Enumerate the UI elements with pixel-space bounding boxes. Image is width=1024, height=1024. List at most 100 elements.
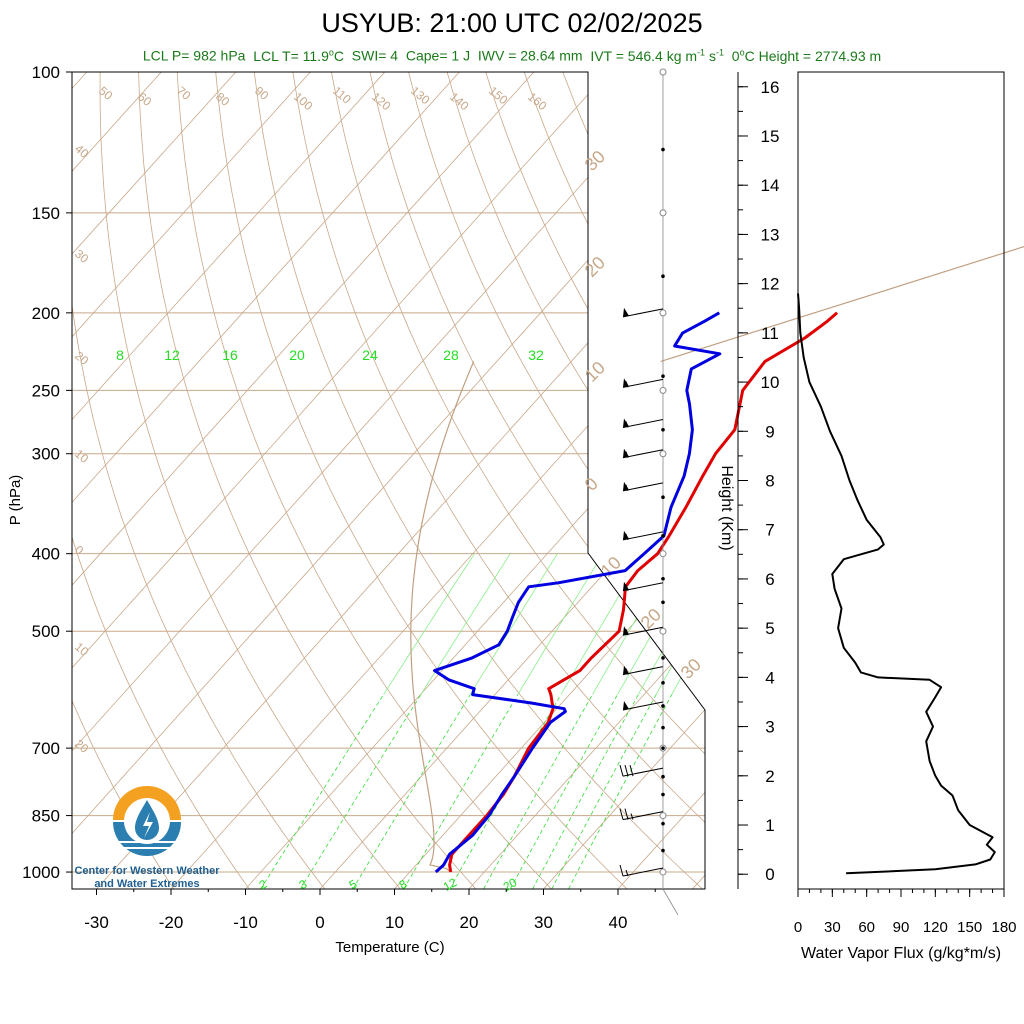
wind-barb <box>622 811 664 821</box>
dry-adiabat <box>562 72 705 889</box>
parcel-path-upper <box>660 246 1024 362</box>
wind-barb <box>622 582 664 592</box>
wind-level-dot <box>661 746 665 750</box>
wind-barb-pennant <box>623 307 629 317</box>
wind-barb-pennant <box>623 700 629 710</box>
logo-text-line2: and Water Extremes <box>94 878 200 890</box>
y-tick-label: 250 <box>32 381 60 400</box>
isotherm-line <box>245 72 705 889</box>
dry-adiabat-label: 150 <box>486 84 511 108</box>
wind-barb-flag <box>629 764 634 777</box>
isotherm-label: 10 <box>72 447 91 467</box>
mixing-ratio-label: 8 <box>397 877 410 893</box>
x-axis-label: Temperature (C) <box>335 939 444 956</box>
mixing-ratio-label: 20 <box>289 347 305 363</box>
mixing-ratio-label: 16 <box>222 347 238 363</box>
isotherm-line <box>394 72 705 889</box>
wind-level-circle <box>659 868 667 876</box>
lcl-temperature: LCL T= 11.9oC <box>253 47 345 64</box>
x-tick-label: -30 <box>84 913 109 932</box>
isotherm-line <box>468 72 705 889</box>
y-tick-label: 300 <box>32 445 60 464</box>
dry-adiabat <box>639 72 705 889</box>
dry-adiabat-label: 70 <box>174 84 193 104</box>
wind-barb <box>622 701 664 711</box>
y-tick-label: 400 <box>32 545 60 564</box>
wind-barb <box>622 531 664 541</box>
wind-barb <box>622 418 664 428</box>
y-tick-label: 100 <box>32 63 60 82</box>
height-tick-label: 12 <box>761 275 780 294</box>
sounding-stats: LCL P= 982 hPa LCL T= 11.9oC SWI= 4 Cape… <box>0 47 1024 64</box>
dewpoint-profile <box>433 311 722 874</box>
wind-level-circle <box>659 309 667 317</box>
wind-barb <box>622 626 664 636</box>
x-tick-label: 40 <box>609 913 628 932</box>
isotherm-line <box>72 72 705 889</box>
mixing-ratio-label: 20 <box>501 875 520 894</box>
y-tick-label: 150 <box>32 204 60 223</box>
wind-barb-half <box>625 869 629 877</box>
height-tick-label: 9 <box>765 422 774 441</box>
dry-adiabat <box>138 72 477 889</box>
mixing-ratio-label: 3 <box>297 877 310 893</box>
isotherm-label: 30 <box>581 147 609 175</box>
height-tick-label: 10 <box>761 373 780 392</box>
isotherm-line <box>72 72 311 889</box>
wind-barb-half <box>630 813 634 820</box>
height-tick-label: 15 <box>761 127 780 146</box>
dry-adiabat-label: 100 <box>291 90 316 114</box>
wind-level-dot <box>661 534 665 538</box>
height-tick-label: 7 <box>765 521 774 540</box>
mixing-ratio-line <box>260 694 384 889</box>
mixing-ratio-label: 12 <box>164 347 180 363</box>
dry-adiabat <box>72 72 326 889</box>
height-tick-label: 2 <box>765 767 774 786</box>
wind-level-dot <box>661 680 665 685</box>
dry-adiabat-label: 160 <box>525 90 550 114</box>
wind-level-dot <box>661 495 665 500</box>
mixing-ratio-label: 2 <box>257 877 270 893</box>
dry-adiabat <box>408 72 705 889</box>
x-tick-label: 30 <box>534 913 553 932</box>
wind-level-dot <box>661 600 665 605</box>
x-tick-label: -20 <box>159 913 184 932</box>
wind-level-dot <box>661 821 665 826</box>
wind-level-circle <box>659 68 667 76</box>
height-tick-label: 8 <box>765 472 774 491</box>
wind-level-dot <box>661 374 665 378</box>
mixing-ratio-line <box>568 694 673 889</box>
mixing-ratio-label: 28 <box>443 347 459 363</box>
wind-barb-half <box>625 421 629 428</box>
x-tick-label: -10 <box>233 913 258 932</box>
isotherm-line <box>72 72 386 889</box>
parcel-path <box>410 361 475 873</box>
height-tick-label: 3 <box>765 718 774 737</box>
dry-adiabat-label: 120 <box>369 90 394 114</box>
skewt-grid <box>72 72 705 889</box>
mixing-ratio-line <box>352 694 471 889</box>
mixing-ratio-line <box>532 694 639 889</box>
flux-x-tick-label: 90 <box>893 919 910 936</box>
mixing-ratio-label: 12 <box>441 875 460 894</box>
mixing-ratio-line <box>300 694 422 889</box>
dry-adiabat-label: 80 <box>213 90 232 110</box>
wind-barb-flag <box>619 764 624 777</box>
mixing-ratio-line <box>420 553 511 695</box>
isotherm-line <box>617 72 705 889</box>
mixing-ratio-line <box>509 694 618 889</box>
x-tick-label: 20 <box>460 913 479 932</box>
isotherm-label: 20 <box>72 349 91 369</box>
wind-level-dot <box>661 656 665 660</box>
wind-level-dot <box>661 725 665 730</box>
isotherm-line <box>319 72 705 889</box>
wind-staff-tail <box>662 888 679 916</box>
dry-adiabat <box>72 72 175 889</box>
isotherm-line <box>72 72 162 889</box>
ivt-value: IVT = 546.4 kg m-1 s-1 <box>590 47 724 64</box>
isotherm-line <box>72 72 684 889</box>
wind-level-dot <box>661 848 665 853</box>
page-title: USYUB: 21:00 UTC 02/02/2025 <box>321 8 703 38</box>
